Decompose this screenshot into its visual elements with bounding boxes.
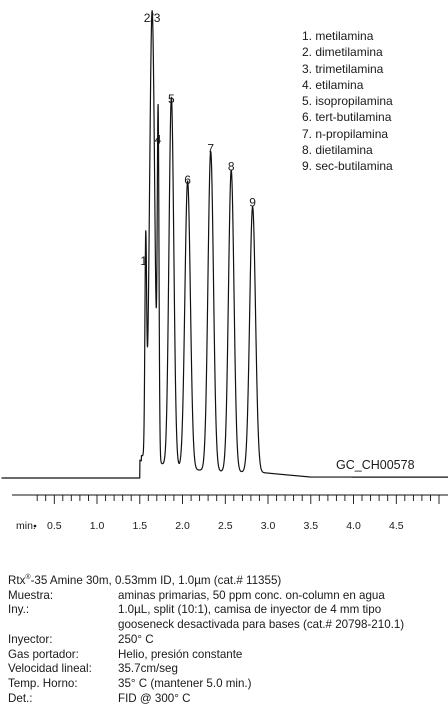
legend-entry: 1. metilamina: [302, 29, 374, 43]
condition-value: aminas primarias, 50 ppm conc. on-column…: [118, 588, 385, 602]
condition-value: FID @ 300° C: [118, 691, 191, 705]
x-axis-tick-labels: 0.5 1.0 1.5 2.0 2.5 3.0 3.5 4.0 4.5: [47, 520, 404, 532]
peak-label-0: 1: [140, 254, 147, 268]
legend-entry: 2. dimetilamina: [302, 45, 383, 60]
condition-value: Helio, presión constante: [118, 647, 243, 661]
condition-row: Velocidad lineal: 35.7cm/seg: [8, 662, 448, 677]
peak-label-3: 5: [168, 92, 175, 106]
x-tick-label-8: 4.5: [389, 520, 404, 532]
legend-entry: 6. tert-butilamina: [302, 110, 392, 125]
condition-value: 1.0µL, split (10:1), camisa de inyector …: [118, 603, 382, 617]
condition-row: gooseneck desactivada para bases (cat.# …: [8, 618, 448, 633]
condition-value: 35° C (mantener 5.0 min.): [118, 676, 252, 690]
condition-key: Iny.:: [8, 603, 30, 617]
x-tick-label-3: 2.0: [175, 520, 190, 532]
peak-labels: 1 2/3 4 5 6 78 9: [140, 11, 256, 268]
chromatogram-trace: [1, 10, 448, 479]
x-axis-label: min.: [16, 520, 36, 532]
condition-key: [8, 618, 118, 633]
condition-key: Temp. Horno:: [8, 676, 78, 690]
analysis-conditions: Rtx®-35 Amine 30m, 0.53mm ID, 1.0µm (cat…: [8, 574, 448, 706]
condition-value: 250° C: [118, 632, 154, 646]
legend-entry: 4. etilamina: [302, 77, 364, 92]
x-tick-label-5: 3.0: [261, 520, 276, 532]
x-tick-label-6: 3.5: [303, 520, 318, 532]
x-axis-ticks: [36, 495, 440, 504]
condition-value: 35.7cm/seg: [118, 662, 178, 676]
chromatogram-chart: 1 2/3 4 5 6 78 9 GC_CH00578 min. 0.5 1.0 1.5 2.0 2…: [1, 10, 448, 532]
condition-row: Muestra: aminas primarias, 50 ppm conc. o…: [8, 589, 448, 604]
condition-row: Inyector: 250° C: [8, 633, 448, 648]
peak-label-4: 6: [184, 173, 191, 187]
condition-key: Det.:: [8, 691, 33, 705]
condition-key: Gas portador:: [8, 647, 79, 661]
peak-label-5: 7: [207, 142, 214, 156]
condition-row: Iny.: 1.0µL, split (10:1), camisa de inye…: [8, 603, 448, 618]
legend-entry: 8. dietilamina: [302, 143, 373, 158]
x-tick-label-2: 1.5: [132, 520, 147, 532]
legend-entry: 7. n-propilamina: [302, 126, 389, 141]
legend-entry: 3. trimetilamina: [302, 61, 384, 76]
condition-key: Inyector:: [8, 632, 53, 646]
condition-row: Det.: FID @ 300° C: [8, 692, 448, 707]
x-tick-label-7: 4.0: [346, 520, 361, 532]
condition-key: Velocidad lineal:: [8, 662, 92, 676]
peak-label-1: 2/3: [144, 11, 161, 25]
legend-entry: 9. sec-butilamina: [302, 159, 393, 174]
legend-entry: 5. isopropilamina: [302, 94, 393, 109]
x-axis-label-dot: [33, 524, 37, 528]
condition-value: gooseneck desactivada para bases (cat.# …: [118, 618, 405, 632]
peak-legend: 1. metilamina 2. dimetilamina 3. trimetila…: [302, 28, 393, 175]
peak-label-2: 4: [155, 133, 162, 147]
chromatogram-code: GC_CH00578: [336, 458, 415, 472]
column-description: Rtx®-35 Amine 30m, 0.53mm ID, 1.0µm (cat…: [8, 574, 282, 587]
x-tick-label-0: 0.5: [47, 520, 62, 532]
peak-label-6: 8: [228, 160, 235, 174]
x-tick-label-1: 1.0: [90, 520, 105, 532]
condition-key: Muestra:: [8, 588, 54, 602]
peak-label-7: 9: [249, 196, 256, 210]
x-tick-label-4: 2.5: [218, 520, 233, 532]
condition-row: Temp. Horno: 35° C (mantener 5.0 min.): [8, 677, 448, 692]
condition-row: Gas portador: Helio, presión constante: [8, 648, 448, 663]
